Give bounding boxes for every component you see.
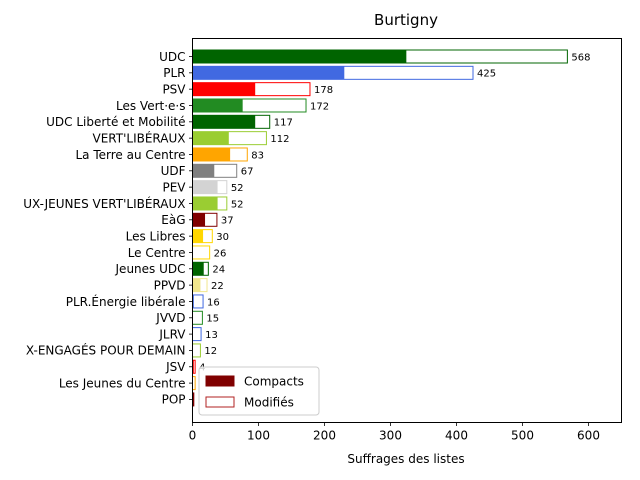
bar-modifies [192, 310, 203, 325]
x-tick-label: 100 [247, 429, 270, 443]
bar-compacts [192, 196, 218, 210]
category-labels: UDC PLR PSV Les Vert·e·s UDC Liberté et Mobi… [23, 50, 193, 407]
value-label: 13 [205, 330, 218, 341]
category-label: UDF [161, 164, 186, 178]
bar-compacts [192, 115, 256, 129]
value-label: 568 [571, 52, 590, 63]
category-label: Le Centre [128, 246, 186, 260]
value-label: 26 [214, 248, 227, 259]
legend-swatch [205, 396, 235, 408]
x-tick-label: 300 [379, 429, 402, 443]
category-label: PSV [162, 82, 186, 96]
bar-compacts [192, 392, 194, 406]
bar-compacts [192, 147, 231, 161]
chart-title: Burtigny [374, 11, 438, 29]
category-label: JSV [165, 360, 186, 374]
x-tick-label: 500 [511, 429, 534, 443]
category-label: Les Libres [126, 229, 186, 243]
category-label: La Terre au Centre [75, 148, 185, 162]
category-label: X-ENGAGÉS POUR DEMAIN [26, 343, 186, 358]
legend-swatch [205, 375, 235, 387]
category-label: PLR [163, 66, 185, 80]
value-label: 112 [270, 134, 289, 145]
value-label: 12 [204, 346, 217, 357]
category-label: UDC [159, 50, 185, 64]
category-label: PPVD [154, 278, 186, 292]
category-label: Les Jeunes du Centre [59, 376, 186, 390]
value-label: 37 [221, 216, 234, 227]
plot-frame [192, 38, 622, 423]
bar-modifies [192, 294, 204, 309]
legend-label: Modifiés [244, 396, 294, 410]
bar-compacts [192, 98, 243, 112]
bar-modifies [192, 343, 201, 358]
bar-modifies [192, 245, 211, 260]
category-label: Jeunes UDC [115, 262, 186, 276]
category-label: Les Vert·e·s [116, 99, 186, 113]
value-labels: 568 425 178 172 117 112 83 67 52 52 37 30 26 24 22 16 15… [199, 52, 590, 373]
bar-compacts [192, 278, 201, 292]
value-label: 30 [216, 232, 229, 243]
category-label: POP [162, 393, 186, 407]
category-label: EàG [161, 213, 185, 227]
value-label: 83 [251, 150, 264, 161]
value-label: 52 [231, 183, 244, 194]
legend: Compacts Modifiés [198, 366, 320, 416]
bar-compacts [192, 66, 345, 80]
legend-label: Compacts [244, 375, 304, 389]
bar-compacts [192, 294, 194, 308]
x-axis-label: Suffrages des listes [347, 452, 464, 466]
bar-compacts [192, 164, 215, 178]
x-tick-label: 0 [189, 429, 197, 443]
value-label: 172 [310, 101, 329, 112]
value-label: 52 [231, 199, 244, 210]
x-tick-label: 400 [445, 429, 468, 443]
category-label: UDC Liberté et Mobilité [46, 115, 185, 129]
value-label: 425 [477, 69, 496, 80]
value-label: 22 [211, 281, 224, 292]
bar-compacts [192, 262, 204, 276]
value-label: 24 [212, 265, 225, 276]
x-axis: 0 100 200 300 400 500 600 [189, 422, 600, 443]
value-label: 178 [314, 85, 333, 96]
value-label: 117 [274, 118, 293, 129]
category-label: VERT'LIBÉRAUX [93, 130, 186, 145]
value-label: 15 [206, 314, 219, 325]
value-label: 16 [207, 297, 220, 308]
bar-compacts [192, 360, 194, 374]
bar-compacts [192, 131, 229, 145]
category-label: UX-JEUNES VERT'LIBÉRAUX [23, 196, 185, 211]
x-tick-label: 600 [577, 429, 600, 443]
bar-compacts [192, 180, 218, 194]
bar-compacts [192, 229, 204, 243]
bar-modifies [192, 327, 202, 342]
value-label: 67 [241, 167, 254, 178]
category-label: JVVD [155, 311, 185, 325]
category-label: PLR.Énergie libérale [66, 294, 186, 309]
bar-compacts [192, 213, 206, 227]
bar-compacts [192, 82, 256, 96]
category-label: JLRV [158, 327, 186, 341]
bars-group [192, 49, 568, 407]
x-tick-label: 200 [313, 429, 336, 443]
category-label: PEV [162, 180, 186, 194]
bar-compacts [192, 50, 407, 63]
